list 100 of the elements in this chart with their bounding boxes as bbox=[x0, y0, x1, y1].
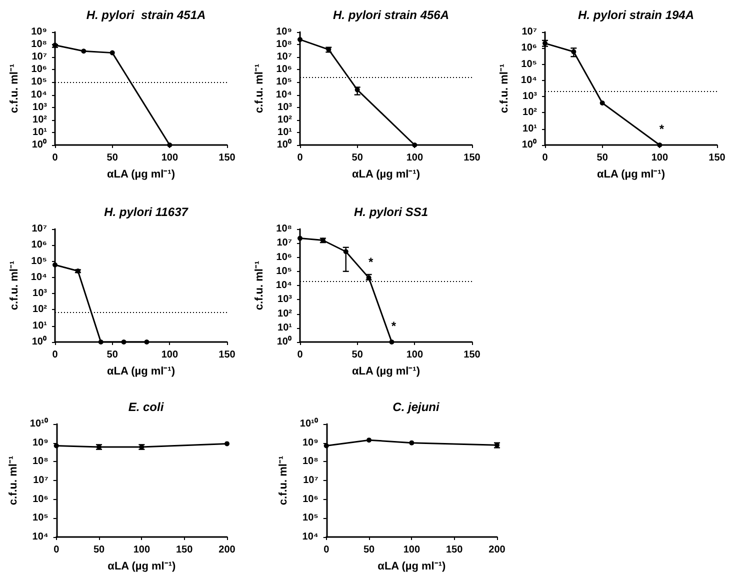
y-axis-title: c.f.u. ml⁻¹ bbox=[8, 64, 21, 114]
y-tick-label: 10⁵ bbox=[31, 256, 48, 267]
y-axis-title: c.f.u. ml⁻¹ bbox=[498, 64, 511, 114]
chart-title: C. jejuni bbox=[392, 400, 440, 414]
x-tick-label: 150 bbox=[464, 152, 481, 164]
chart-title: E. coli bbox=[128, 400, 164, 414]
x-tick-label: 50 bbox=[106, 350, 118, 360]
y-tick-label: 10⁶ bbox=[32, 494, 48, 505]
y-tick-label: 10¹ bbox=[522, 123, 538, 134]
y-tick-label: 10⁵ bbox=[276, 76, 292, 88]
chart-title: H. pylori 11637 bbox=[104, 205, 190, 219]
y-axis-title: c.f.u. ml⁻¹ bbox=[278, 456, 290, 506]
x-tick-label: 0 bbox=[52, 350, 58, 360]
y-tick-label: 10⁷ bbox=[522, 26, 537, 38]
x-tick-label: 50 bbox=[363, 544, 376, 556]
x-axis-title: αLA (µg ml⁻¹) bbox=[378, 560, 446, 572]
y-tick-label: 10⁰ bbox=[522, 138, 537, 150]
x-tick-label: 0 bbox=[54, 544, 60, 556]
y-tick-label: 10¹⁰ bbox=[30, 418, 48, 430]
y-tick-label: 10⁰ bbox=[276, 138, 292, 150]
y-tick-label: 10⁹ bbox=[31, 26, 48, 38]
y-tick-label: 10⁷ bbox=[276, 52, 292, 63]
y-tick-label: 10² bbox=[278, 114, 293, 126]
y-tick-label: 10⁰ bbox=[32, 138, 47, 150]
y-tick-label: 10¹ bbox=[278, 126, 293, 138]
x-tick-label: 150 bbox=[446, 544, 464, 556]
annotation: * bbox=[391, 319, 396, 333]
y-tick-label: 10³ bbox=[522, 91, 538, 102]
y-tick-label: 10⁵ bbox=[276, 266, 292, 277]
x-tick-label: 150 bbox=[218, 152, 236, 164]
chart-title: H. pylori strain 456A bbox=[332, 8, 450, 22]
x-tick-label: 0 bbox=[542, 152, 548, 164]
y-tick-label: 10¹⁰ bbox=[300, 418, 318, 430]
x-tick-label: 150 bbox=[708, 152, 726, 164]
x-tick-label: 0 bbox=[52, 152, 58, 164]
y-tick-label: 10² bbox=[522, 107, 538, 118]
y-tick-label: 10⁴ bbox=[30, 272, 48, 283]
y-tick-label: 10² bbox=[32, 114, 48, 126]
x-tick-label: 0 bbox=[297, 350, 304, 360]
y-tick-label: 10⁶ bbox=[276, 252, 292, 263]
y-tick-label: 10³ bbox=[32, 288, 48, 300]
x-tick-label: 200 bbox=[488, 544, 506, 556]
chart-title: H. pylori strain 451A bbox=[86, 8, 206, 22]
x-tick-label: 100 bbox=[406, 350, 424, 360]
y-tick-label: 10⁹ bbox=[276, 26, 292, 38]
y-tick-label: 10⁰ bbox=[276, 336, 292, 348]
y-tick-label: 10² bbox=[32, 304, 48, 316]
annotation: * bbox=[659, 122, 664, 136]
x-tick-label: 50 bbox=[352, 350, 364, 360]
annotation: * bbox=[368, 254, 374, 269]
x-tick-label: 50 bbox=[352, 152, 364, 164]
y-tick-label: 10³ bbox=[278, 102, 293, 113]
y-tick-label: 10⁴ bbox=[520, 74, 538, 86]
y-tick-label: 10⁶ bbox=[302, 494, 318, 505]
x-tick-label: 150 bbox=[218, 350, 236, 360]
y-tick-label: 10⁸ bbox=[302, 456, 319, 468]
x-axis-title: αLA (µg ml⁻¹) bbox=[596, 168, 666, 180]
x-axis-title: αLA (µg ml⁻¹) bbox=[106, 168, 176, 180]
x-tick-label: 50 bbox=[106, 152, 118, 164]
y-tick-label: 10⁷ bbox=[32, 52, 47, 63]
x-tick-label: 200 bbox=[218, 544, 236, 556]
y-tick-label: 10⁸ bbox=[32, 456, 49, 468]
y-tick-label: 10⁹ bbox=[32, 437, 49, 448]
x-tick-label: 150 bbox=[464, 350, 481, 360]
y-tick-label: 10¹ bbox=[278, 322, 293, 334]
y-tick-label: 10⁹ bbox=[302, 437, 319, 448]
y-tick-label: 10¹ bbox=[32, 320, 48, 332]
y-tick-label: 10⁷ bbox=[32, 224, 47, 234]
y-tick-label: 10⁶ bbox=[521, 42, 537, 54]
x-tick-label: 100 bbox=[403, 544, 420, 556]
y-axis-title: c.f.u. ml⁻¹ bbox=[8, 260, 21, 310]
y-tick-label: 10² bbox=[278, 308, 293, 320]
y-tick-label: 10¹ bbox=[32, 126, 48, 138]
y-tick-label: 10⁷ bbox=[303, 475, 318, 486]
y-tick-label: 10⁰ bbox=[32, 336, 47, 348]
y-tick-label: 10⁴ bbox=[302, 532, 318, 542]
y-tick-label: 10⁵ bbox=[302, 512, 319, 524]
y-axis-title: c.f.u. ml⁻¹ bbox=[254, 260, 266, 310]
chart-title: H. pylori SS1 bbox=[354, 205, 428, 219]
y-axis-title: c.f.u. ml⁻¹ bbox=[254, 64, 266, 114]
y-tick-label: 10³ bbox=[278, 294, 293, 306]
y-tick-label: 10³ bbox=[32, 102, 48, 113]
x-axis-title: αLA (µg ml⁻¹) bbox=[108, 560, 176, 572]
y-tick-label: 10⁸ bbox=[276, 224, 292, 234]
y-tick-label: 10⁴ bbox=[32, 532, 48, 542]
y-tick-label: 10⁴ bbox=[276, 280, 292, 291]
y-tick-label: 10⁵ bbox=[32, 512, 49, 524]
y-tick-label: 10⁸ bbox=[276, 39, 292, 50]
y-tick-label: 10⁸ bbox=[31, 39, 48, 50]
y-tick-label: 10⁶ bbox=[31, 64, 47, 76]
y-tick-label: 10⁶ bbox=[276, 64, 292, 76]
chart-title: H. pylori strain 194A bbox=[578, 8, 694, 22]
x-tick-label: 50 bbox=[596, 152, 608, 164]
y-axis-title: c.f.u. ml⁻¹ bbox=[8, 456, 20, 506]
y-tick-label: 10⁶ bbox=[31, 240, 47, 251]
y-tick-label: 10⁴ bbox=[30, 89, 48, 100]
x-tick-label: 100 bbox=[651, 152, 668, 164]
x-tick-label: 100 bbox=[406, 152, 424, 164]
x-axis-title: αLA (µg ml⁻¹) bbox=[106, 366, 176, 378]
x-tick-label: 100 bbox=[133, 544, 150, 556]
